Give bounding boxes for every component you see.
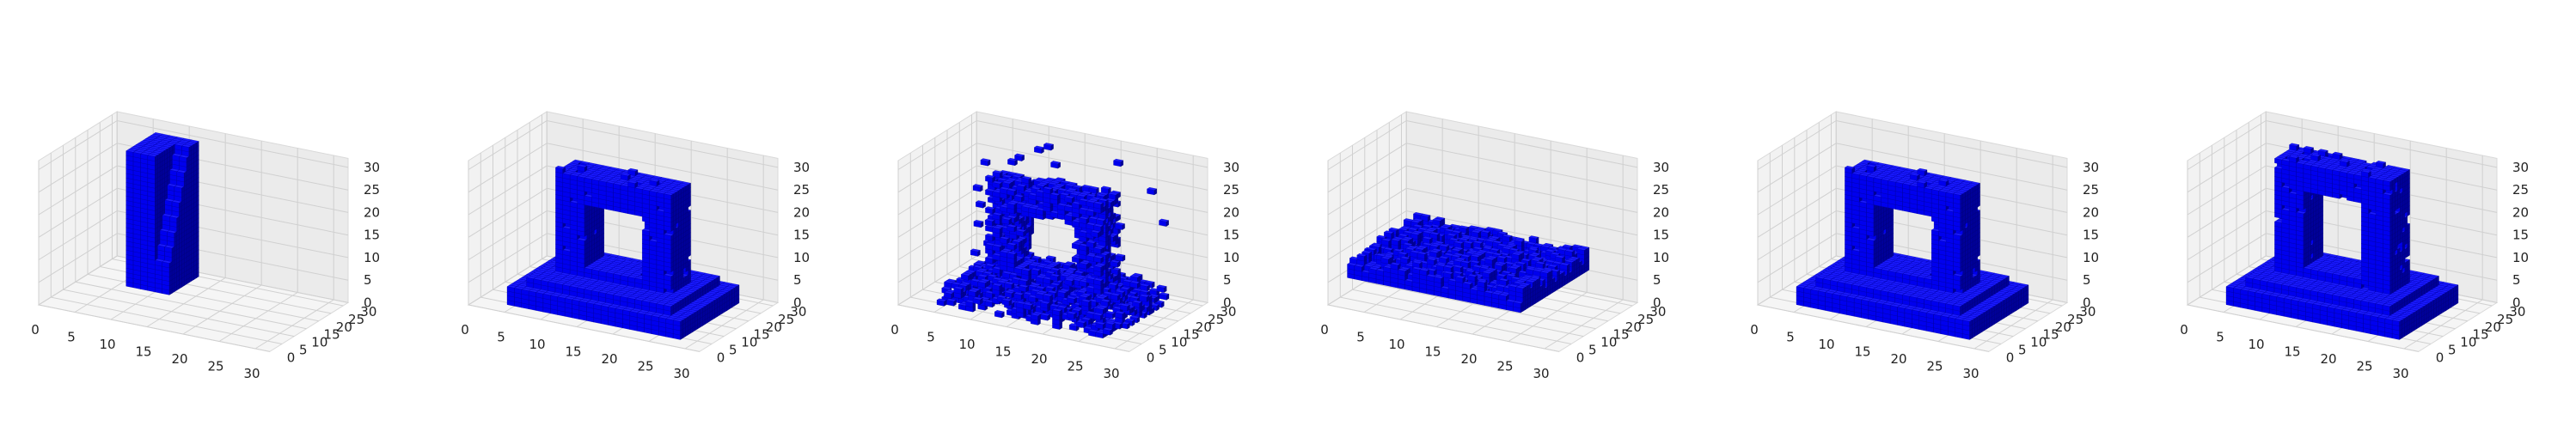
voxels xyxy=(126,132,199,295)
